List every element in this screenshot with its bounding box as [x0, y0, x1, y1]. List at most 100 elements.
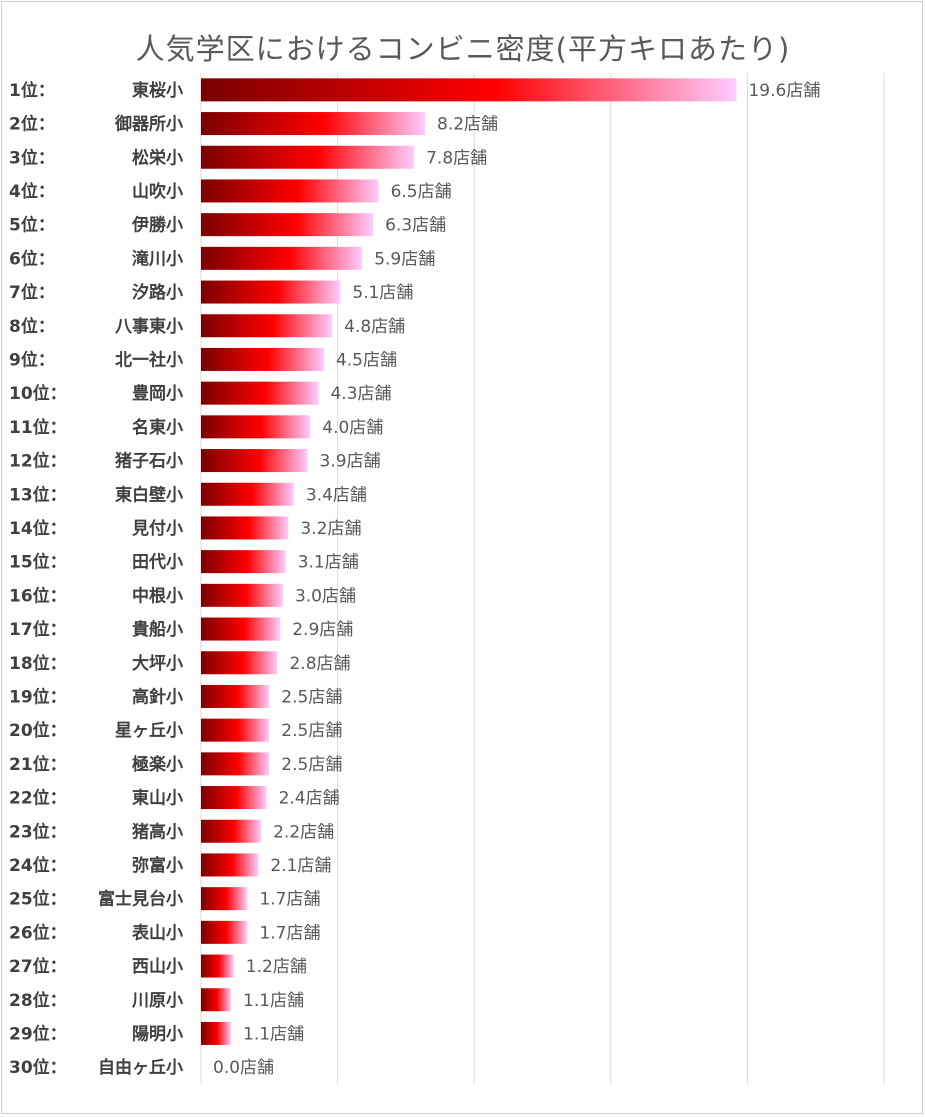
rank-label: 25位： [9, 889, 67, 910]
bar [201, 516, 289, 540]
school-label: 名東小 [132, 417, 183, 438]
value-label: 19.6店舗 [748, 81, 820, 101]
school-label: 極楽小 [132, 754, 183, 775]
school-label: 表山小 [132, 922, 183, 943]
rank-label: 7位： [9, 282, 55, 303]
value-label: 3.9店舗 [320, 452, 381, 472]
rank-label: 28位： [9, 990, 67, 1011]
school-label: 滝川小 [132, 248, 183, 269]
bar [201, 449, 308, 473]
bar [201, 786, 267, 810]
school-label: 八事東小 [115, 316, 183, 337]
value-label: 1.7店舗 [259, 923, 320, 943]
bar [201, 280, 341, 304]
rank-label: 11位： [9, 417, 67, 438]
school-label: 汐路小 [132, 282, 183, 303]
bar [201, 1021, 232, 1045]
bar [201, 112, 426, 136]
value-label: 8.2店舗 [437, 115, 498, 135]
bar [201, 314, 333, 338]
rank-label: 26位： [9, 922, 67, 943]
school-label: 猪子石小 [115, 451, 183, 472]
value-label: 4.3店舗 [330, 384, 391, 404]
value-label: 2.1店舗 [270, 856, 331, 876]
bar [201, 988, 232, 1012]
rank-label: 21位： [9, 754, 67, 775]
value-label: 4.0店舗 [322, 418, 383, 438]
value-label: 1.7店舗 [259, 890, 320, 910]
bar [201, 920, 248, 944]
value-label: 1.1店舗 [243, 991, 304, 1011]
rank-label: 20位： [9, 720, 67, 741]
rank-label: 15位： [9, 552, 67, 573]
school-label: 田代小 [132, 552, 183, 573]
rank-label: 1位： [9, 80, 55, 101]
value-label: 3.1店舗 [298, 553, 359, 573]
school-label: 貴船小 [132, 619, 183, 640]
bar [201, 550, 286, 574]
school-label: 東桜小 [132, 80, 183, 101]
value-label: 6.3店舗 [385, 216, 446, 236]
value-label: 2.5店舗 [281, 755, 342, 775]
value-label: 6.5店舗 [391, 182, 452, 202]
value-label: 7.8店舗 [426, 148, 487, 168]
rank-label: 10位： [9, 383, 67, 404]
value-label: 2.5店舗 [281, 687, 342, 707]
rank-label: 17位： [9, 619, 67, 640]
school-label: 中根小 [132, 585, 183, 606]
rank-label: 6位： [9, 248, 55, 269]
bar [201, 853, 259, 877]
school-label: 大坪小 [132, 653, 183, 674]
value-label: 2.2店舗 [273, 822, 334, 842]
value-label: 2.9店舗 [292, 620, 353, 640]
school-label: 北一社小 [115, 349, 183, 370]
rank-label: 2位： [9, 114, 55, 135]
rank-label: 3位： [9, 147, 55, 168]
value-label: 1.1店舗 [243, 1024, 304, 1044]
school-label: 星ヶ丘小 [115, 721, 183, 741]
school-label: 西山小 [132, 957, 183, 977]
bar [201, 78, 737, 102]
rank-label: 8位： [9, 316, 55, 337]
school-label: 弥富小 [132, 855, 183, 876]
value-label: 0.0店舗 [213, 1058, 274, 1078]
rank-label: 24位： [9, 855, 67, 876]
bar [201, 651, 278, 675]
bar [201, 213, 374, 237]
bar [201, 887, 248, 911]
value-labels: 19.6店舗 8.2店舗 7.8店舗 6.5店舗 6.3店舗 5.9店舗 5.1店舗 4.8店… [213, 81, 820, 1078]
gridlines [200, 73, 885, 1084]
bar [201, 819, 262, 843]
value-label: 1.2店舗 [246, 957, 307, 977]
chart-title: 人気学区におけるコンビニ密度(平方キロあたり) [135, 32, 791, 66]
bar [201, 752, 270, 776]
bar [201, 718, 270, 742]
value-label: 3.2店舗 [300, 519, 361, 539]
rank-label: 30位： [9, 1057, 67, 1078]
bar [201, 246, 363, 270]
value-label: 2.5店舗 [281, 721, 342, 741]
bar [201, 482, 294, 506]
rank-label: 12位： [9, 451, 67, 472]
school-label: 高針小 [132, 686, 183, 707]
rank-label: 19位： [9, 686, 67, 707]
school-label: 猪高小 [132, 821, 183, 842]
school-label: 陽明小 [132, 1024, 183, 1044]
rank-label: 4位： [9, 181, 55, 202]
bar [201, 684, 270, 708]
bar [201, 145, 415, 169]
category-labels: 1位： 東桜小 2位： 御器所小 3位： 松栄小 4位： 山吹小 5位： 伊勝小 6位： 滝川小 7位：… [9, 80, 183, 1078]
bar [201, 583, 283, 607]
rank-label: 22位： [9, 788, 67, 809]
rank-label: 5位： [9, 215, 55, 236]
value-label: 3.4店舗 [306, 485, 367, 505]
bar [201, 415, 311, 439]
value-label: 5.1店舗 [352, 283, 413, 303]
school-label: 東山小 [132, 788, 183, 809]
school-label: 豊岡小 [132, 383, 183, 404]
school-label: 自由ヶ丘小 [98, 1057, 183, 1078]
value-label: 5.9店舗 [374, 249, 435, 269]
bar [201, 954, 234, 978]
value-label: 2.8店舗 [289, 654, 350, 674]
school-label: 東白壁小 [115, 484, 183, 505]
